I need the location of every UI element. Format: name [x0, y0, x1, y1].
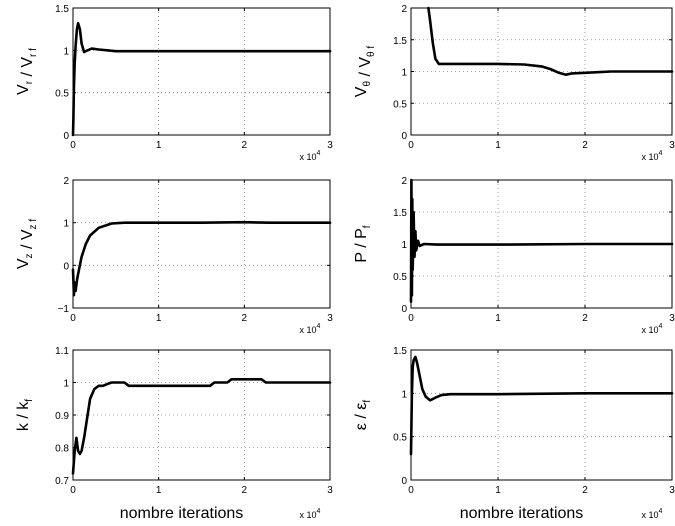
y-tick-label: 0.5: [393, 272, 407, 283]
subplot-1: 0 1 2 3 0 0.5 1 1.5 x 104 Vr / Vr f: [15, 4, 333, 162]
y-tick-label: 0: [401, 476, 407, 487]
y-tick-label: 2: [401, 176, 407, 187]
x-tick-label: 1: [495, 140, 501, 151]
x-tick-label: 1: [156, 140, 162, 151]
y-tick-label: 0: [401, 304, 407, 315]
x-tick-label: 3: [669, 485, 675, 496]
x-axis-label: nombre iterations: [460, 505, 584, 522]
x-tick-label: 0: [408, 313, 414, 324]
x-tick-label: 3: [327, 485, 333, 496]
x-tick-label: 0: [408, 140, 414, 151]
x-tick-label: 2: [242, 313, 248, 324]
x-tick-label: 2: [582, 485, 588, 496]
y-tick-label: 1.1: [55, 346, 69, 357]
x-exponent-label: x 104: [300, 323, 321, 335]
x-exponent-label: x 104: [642, 508, 663, 520]
subplot-2: 0 1 2 3 0 0.5 1 1.5 2 x 104 Vθ / Vθ f: [353, 4, 675, 162]
y-tick-label: 1: [401, 240, 407, 251]
subplot-5: 0 1 2 3 0.7 0.8 0.9 1 1.1 x 104 nombre iterations k…: [15, 346, 333, 522]
x-tick-label: 2: [242, 485, 248, 496]
x-tick-label: 0: [70, 313, 76, 324]
x-exponent-label: x 104: [300, 150, 321, 162]
x-tick-label: 2: [582, 140, 588, 151]
y-tick-label: 1: [401, 389, 407, 400]
y-tick-label: 0: [401, 131, 407, 142]
axes-frame: [410, 349, 673, 481]
x-tick-label: 3: [669, 140, 675, 151]
x-tick-label: 3: [327, 313, 333, 324]
x-tick-label: 0: [70, 140, 76, 151]
y-tick-label: 0.5: [393, 433, 407, 444]
series-line: [71, 220, 332, 297]
x-axis-label: nombre iterations: [120, 505, 244, 522]
y-tick-label: 0.5: [393, 99, 407, 110]
y-tick-label: 1.5: [55, 4, 69, 15]
subplot-6: 0 1 2 3 0 0.5 1 1.5 x 104 nombre iterations ε / εf: [353, 346, 675, 522]
y-axis-label: k / kf: [15, 399, 35, 431]
y-axis-label: P / Pf: [353, 225, 373, 262]
axes-frame: [72, 7, 331, 136]
x-tick-label: 1: [156, 485, 162, 496]
subplot-4: 0 1 2 3 0 0.5 1 1.5 2 x 104 P / Pf: [353, 176, 675, 335]
y-tick-label: 1.5: [393, 208, 407, 219]
y-tick-label: 0: [63, 131, 69, 142]
series-line: [409, 355, 674, 456]
x-exponent-label: x 104: [642, 150, 663, 162]
x-tick-label: 3: [669, 313, 675, 324]
x-tick-label: 1: [495, 485, 501, 496]
y-axis-label: Vr / Vr f: [15, 48, 39, 95]
y-tick-label: 0.9: [55, 411, 69, 422]
y-tick-label: −1: [58, 304, 70, 315]
y-tick-label: 0.8: [55, 444, 69, 455]
x-tick-label: 2: [242, 140, 248, 151]
x-tick-label: 0: [408, 485, 414, 496]
y-tick-label: 0: [63, 261, 69, 272]
y-axis-label: Vθ / Vθ f: [353, 46, 377, 98]
y-axis-label: ε / εf: [353, 400, 373, 431]
series-line: [409, 178, 674, 303]
axes-frame: [72, 179, 331, 309]
series-line: [427, 6, 674, 76]
y-tick-label: 1.5: [393, 346, 407, 357]
x-exponent-label: x 104: [300, 508, 321, 520]
y-tick-label: 2: [401, 4, 407, 15]
y-axis-label: Vz / Vz f: [15, 219, 39, 269]
y-tick-label: 0.7: [55, 476, 69, 487]
y-tick-label: 0.5: [55, 89, 69, 100]
series-line: [71, 377, 332, 475]
x-tick-label: 3: [327, 140, 333, 151]
x-tick-label: 2: [582, 313, 588, 324]
y-tick-label: 1: [63, 219, 69, 230]
x-tick-label: 1: [156, 313, 162, 324]
y-tick-label: 1: [401, 68, 407, 79]
x-exponent-label: x 104: [642, 323, 663, 335]
y-tick-label: 2: [63, 176, 69, 187]
series-line: [71, 21, 332, 137]
y-tick-label: 1.5: [393, 36, 407, 47]
x-tick-label: 1: [495, 313, 501, 324]
y-tick-label: 1: [63, 379, 69, 390]
y-tick-label: 1: [63, 46, 69, 57]
x-tick-label: 0: [70, 485, 76, 496]
